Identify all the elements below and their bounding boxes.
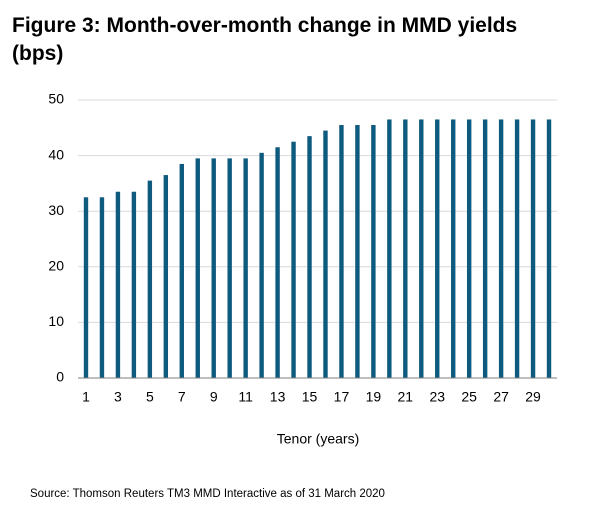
bar	[147, 180, 153, 378]
x-tick-label: 13	[270, 389, 286, 405]
bar	[546, 119, 552, 379]
bar	[211, 158, 216, 378]
bar	[403, 119, 408, 379]
x-tick-label: 1	[82, 389, 90, 405]
bar	[195, 158, 200, 378]
x-axis-title: Tenor (years)	[277, 431, 359, 447]
bar	[83, 197, 89, 378]
y-tick-label: 10	[48, 313, 64, 329]
x-tick-label: 3	[114, 389, 122, 405]
x-tick-label: 29	[525, 389, 541, 405]
bar	[259, 152, 264, 378]
x-tick-label: 19	[366, 389, 382, 405]
bar	[371, 125, 376, 379]
bar	[387, 119, 392, 379]
y-tick-label: 50	[48, 91, 64, 107]
x-tick-label: 9	[210, 389, 218, 405]
x-tick-label: 23	[429, 389, 445, 405]
bar	[227, 158, 232, 378]
bar	[291, 141, 296, 378]
x-tick-label: 11	[238, 389, 253, 405]
bar	[451, 119, 456, 379]
source-note: Source: Thomson Reuters TM3 MMD Interact…	[30, 488, 385, 500]
x-tick-label: 25	[461, 389, 477, 405]
bar	[115, 191, 121, 378]
bar	[323, 130, 328, 378]
x-tick-label: 27	[493, 389, 509, 405]
x-tick-label: 5	[146, 389, 154, 405]
bar	[131, 191, 137, 378]
y-tick-label: 0	[56, 369, 64, 385]
bar	[530, 119, 536, 379]
bar	[179, 163, 184, 378]
bar	[482, 119, 488, 379]
y-tick-label: 20	[48, 258, 64, 274]
bar	[307, 136, 312, 378]
chart-title: Figure 3: Month-over-month change in MMD…	[12, 14, 518, 65]
y-tick-label: 30	[48, 202, 64, 218]
x-tick-label: 17	[334, 389, 350, 405]
bar	[163, 175, 169, 378]
bar	[99, 197, 105, 378]
bar	[435, 119, 440, 379]
bar	[419, 119, 424, 379]
x-tick-label: 7	[178, 389, 186, 405]
bar	[466, 119, 472, 379]
bar	[498, 119, 504, 379]
bar	[275, 147, 280, 378]
bar	[514, 119, 520, 379]
x-tick-label: 21	[398, 389, 414, 405]
bar	[339, 125, 344, 379]
bar	[243, 158, 248, 378]
bar	[355, 125, 360, 379]
x-tick-label: 15	[302, 389, 318, 405]
y-tick-label: 40	[48, 146, 64, 162]
